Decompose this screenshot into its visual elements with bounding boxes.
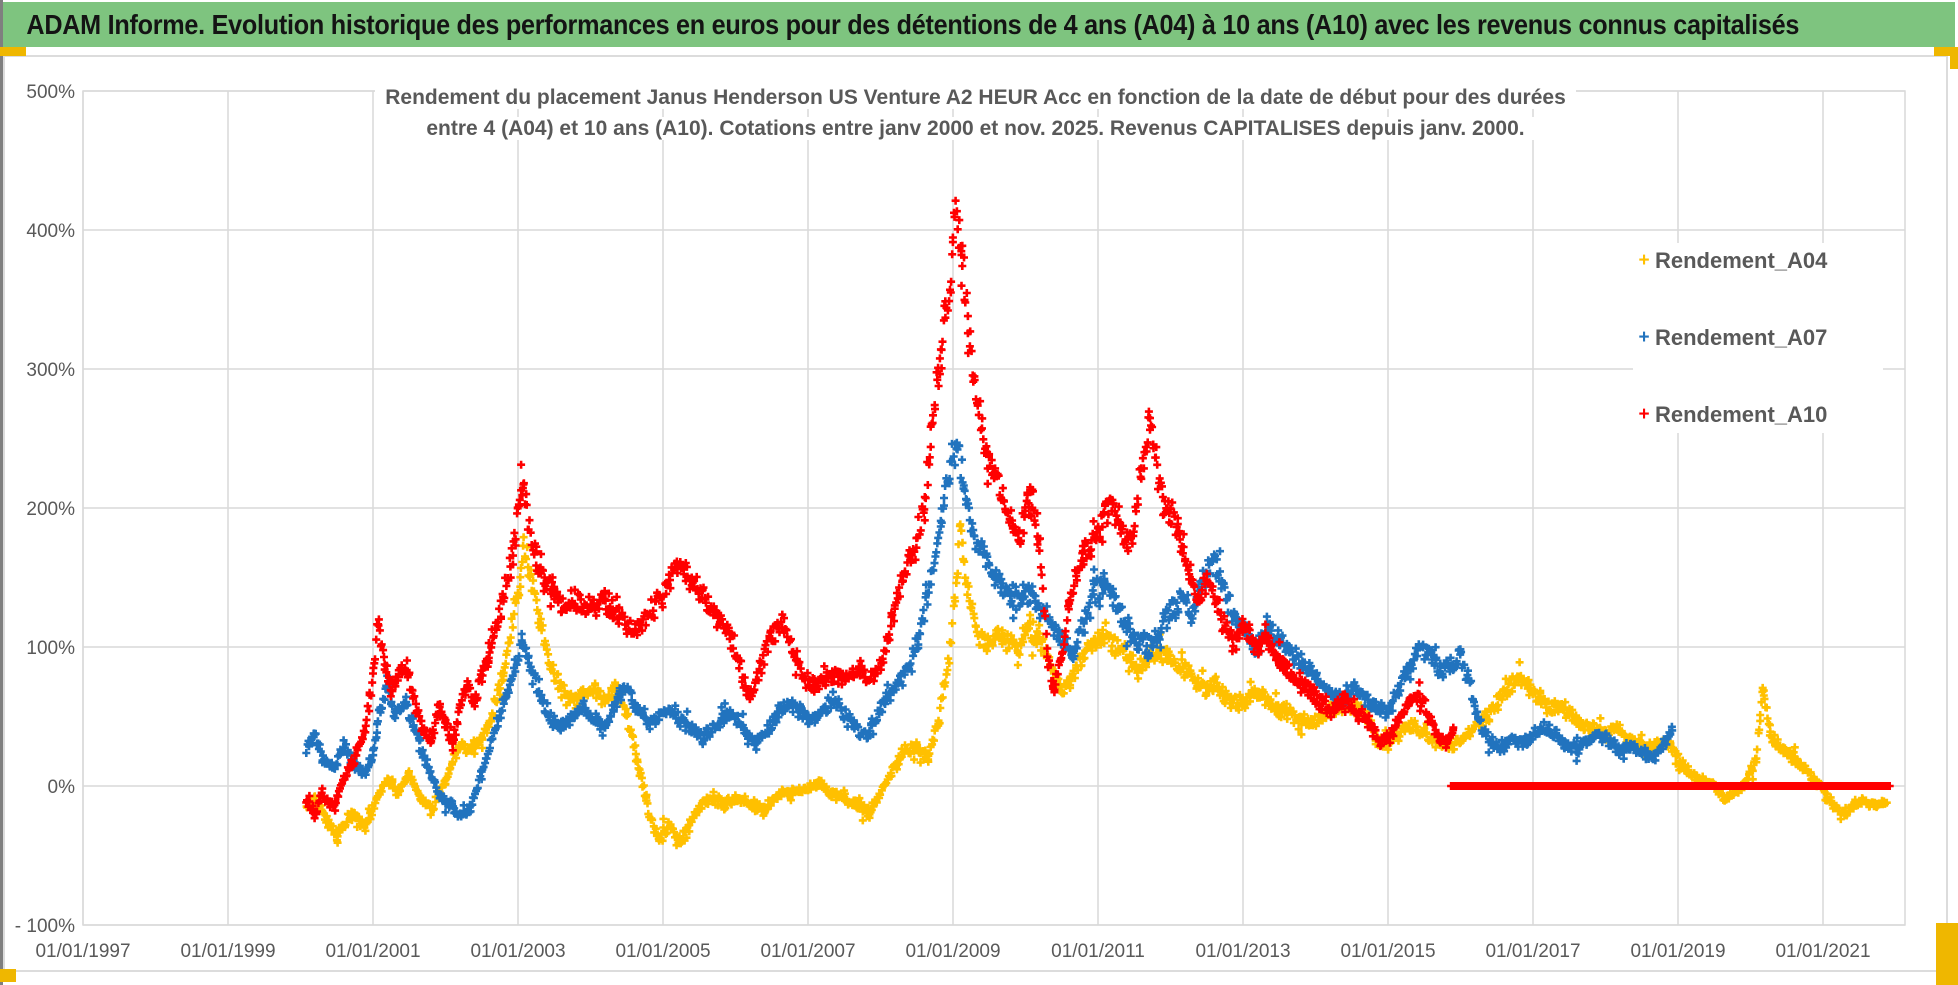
y-tick-label: 500% — [26, 82, 75, 103]
y-tick-label: - 100% — [15, 916, 75, 937]
gold-corner-accent — [0, 47, 26, 56]
x-tick-label: 01/01/2003 — [470, 941, 565, 962]
y-tick-label: 100% — [26, 638, 75, 659]
report-banner-title: ADAM Informe. Evolution historique des p… — [26, 8, 1800, 40]
x-tick-label: 01/01/2011 — [1051, 941, 1145, 962]
x-tick-label: 01/01/2021 — [1775, 941, 1870, 962]
x-tick-label: 01/01/2009 — [905, 941, 1000, 962]
legend-label: Rendement_A10 — [1655, 402, 1828, 427]
gold-corner-accent — [1936, 923, 1958, 985]
x-tick-label: 01/01/2013 — [1195, 941, 1290, 962]
y-tick-label: 300% — [26, 360, 75, 381]
x-tick-label: 01/01/2015 — [1340, 941, 1435, 962]
chart-object[interactable]: - 100% 0% 100% 200% 300% 400% 500% 01/01/1997 01… — [3, 55, 1948, 972]
x-tick-label: 01/01/1997 — [35, 941, 130, 962]
legend-label: Rendement_A04 — [1655, 248, 1828, 273]
chart-title-line-2: entre 4 (A04) et 10 ans (A10). Cotations… — [416, 117, 1535, 140]
legend-item-rendement-a04[interactable]: + Rendement_A04 — [1633, 247, 1883, 275]
series-Rendement_A10[interactable] — [302, 196, 1894, 823]
y-tick-label: 0% — [48, 777, 76, 798]
x-tick-label: 01/01/2017 — [1485, 941, 1580, 962]
gold-corner-accent — [1950, 47, 1958, 69]
y-tick-label: 400% — [26, 221, 75, 242]
x-tick-label: 01/01/2005 — [615, 941, 710, 962]
legend-item-rendement-a07[interactable]: + Rendement_A07 — [1633, 324, 1883, 352]
chart-title: Rendement du placement Janus Henderson U… — [5, 82, 1946, 144]
plus-marker-icon: + — [1638, 327, 1650, 348]
plus-marker-icon: + — [1638, 250, 1650, 271]
window-left-edge — [0, 0, 3, 985]
chart-title-line-1: Rendement du placement Janus Henderson U… — [375, 86, 1576, 109]
chart-plot-canvas[interactable]: - 100% 0% 100% 200% 300% 400% 500% 01/01/1997 01… — [5, 57, 1946, 970]
report-banner: ADAM Informe. Evolution historique des p… — [3, 2, 1955, 47]
x-tick-label: 01/01/1999 — [180, 941, 275, 962]
chart-legend: + Rendement_A04 + Rendement_A07 + Rendem… — [1633, 243, 1883, 433]
plus-marker-icon: + — [1638, 404, 1650, 425]
x-tick-label: 01/01/2007 — [760, 941, 855, 962]
y-tick-label: 200% — [26, 499, 75, 520]
gold-corner-accent — [1934, 47, 1958, 56]
legend-label: Rendement_A07 — [1655, 325, 1828, 350]
x-tick-label: 01/01/2019 — [1630, 941, 1725, 962]
x-tick-label: 01/01/2001 — [325, 941, 420, 962]
gold-corner-accent — [0, 969, 16, 982]
series-Rendement_A07[interactable] — [302, 438, 1677, 821]
legend-item-rendement-a10[interactable]: + Rendement_A10 — [1633, 401, 1883, 429]
